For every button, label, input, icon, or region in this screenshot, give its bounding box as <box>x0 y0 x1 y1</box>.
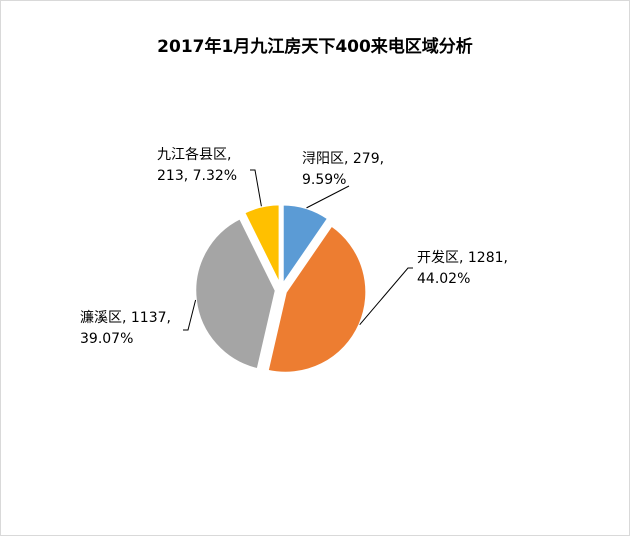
pie-slices <box>193 202 368 375</box>
label-xian: 九江各县区, 213, 7.32% <box>157 147 237 184</box>
slice-lianxi <box>193 216 278 372</box>
label-xunyang: 浔阳区, 279, 9.59% <box>302 151 389 188</box>
label-lianxi: 濂溪区, 1137, 39.07% <box>80 309 175 347</box>
leader-kaifa <box>359 267 413 325</box>
label-kaifa-line2: 44.02% <box>417 271 470 287</box>
leader-xian <box>250 169 262 207</box>
label-xian-line2: 213, 7.32% <box>157 168 237 184</box>
leader-xunyang <box>306 185 350 209</box>
label-kaifa-line1: 开发区, 1281, <box>417 250 508 266</box>
leader-lines <box>183 169 413 331</box>
label-xian-line1: 九江各县区, <box>157 147 231 163</box>
slice-xian <box>242 202 282 286</box>
label-lianxi-line2: 39.07% <box>80 331 133 347</box>
label-lianxi-line1: 濂溪区, 1137, <box>80 309 171 326</box>
chart-title: 2017年1月九江房天下400来电区域分析 <box>157 37 473 57</box>
label-xunyang-line2: 9.59% <box>302 172 346 188</box>
leader-lianxi <box>183 299 197 331</box>
label-xunyang-line1: 浔阳区, 279, <box>302 151 384 167</box>
slice-xunyang <box>281 202 331 290</box>
label-kaifa: 开发区, 1281, 44.02% <box>417 250 512 287</box>
